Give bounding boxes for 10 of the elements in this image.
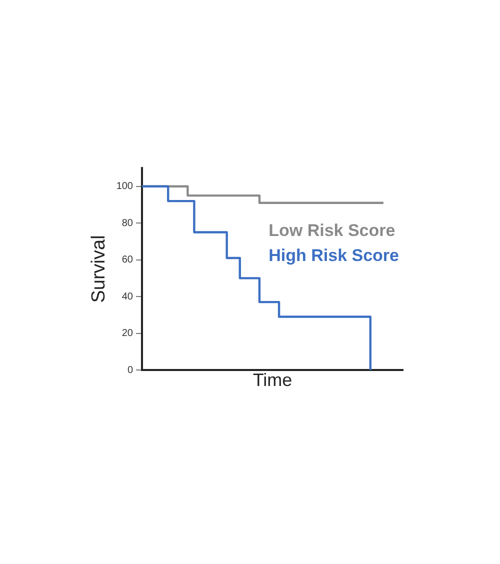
series-label: High Risk Score <box>268 245 399 267</box>
y-tick-label: 80 <box>122 218 134 229</box>
y-tick-label: 0 <box>127 364 134 376</box>
x-axis-title: Time <box>252 370 292 390</box>
y-axis-title: Survival <box>88 235 110 303</box>
y-tick-label: 100 <box>116 181 134 192</box>
y-tick-label: 40 <box>122 291 134 302</box>
y-tick-label: 20 <box>122 328 134 340</box>
y-tick-label: 60 <box>122 254 134 266</box>
series-label: Low Risk Score <box>268 220 396 242</box>
